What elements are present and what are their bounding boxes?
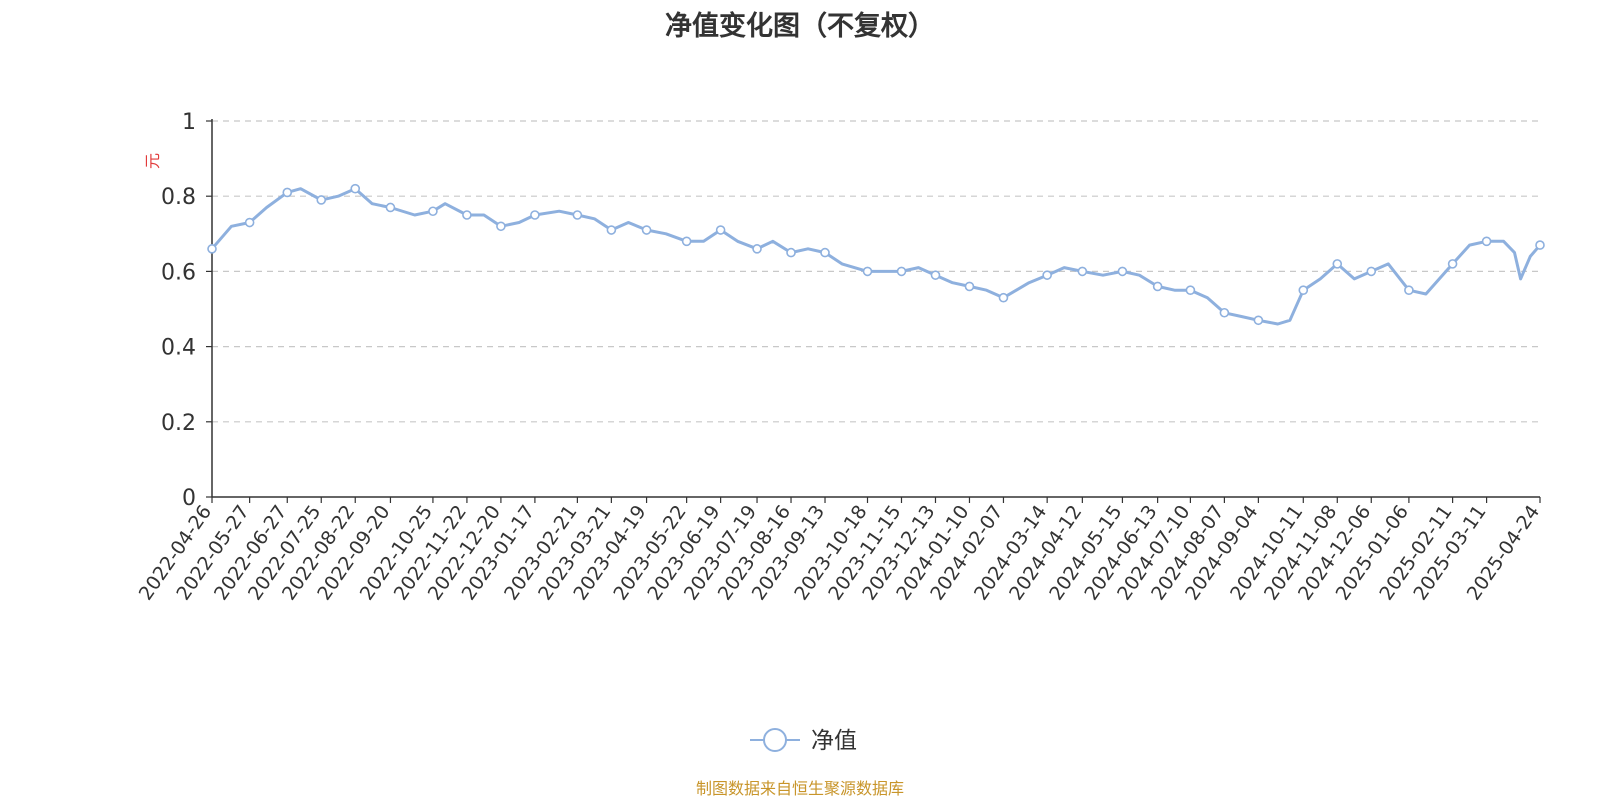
data-point[interactable]: [752, 244, 762, 254]
data-point[interactable]: [1185, 285, 1196, 296]
data-point[interactable]: [244, 217, 255, 228]
data-point[interactable]: [896, 266, 907, 277]
y-tick-label: 0.2: [161, 411, 196, 436]
data-point[interactable]: [1447, 259, 1458, 269]
data-point[interactable]: [1481, 236, 1492, 247]
y-tick-label: 0: [182, 486, 196, 511]
data-point[interactable]: [207, 244, 217, 254]
data-point[interactable]: [1535, 240, 1545, 250]
data-point[interactable]: [1253, 315, 1264, 326]
data-point[interactable]: [428, 206, 438, 217]
data-point[interactable]: [385, 202, 396, 213]
nav-series-line: [210, 187, 1542, 326]
data-point[interactable]: [1332, 259, 1343, 269]
data-point[interactable]: [715, 225, 726, 235]
y-tick-label: 1: [182, 110, 196, 135]
data-point[interactable]: [964, 281, 975, 292]
data-point[interactable]: [282, 187, 293, 198]
data-point[interactable]: [606, 225, 617, 235]
data-point[interactable]: [316, 195, 327, 205]
data-point[interactable]: [462, 210, 472, 220]
data-point[interactable]: [998, 292, 1009, 303]
data-point[interactable]: [1077, 266, 1088, 277]
legend-label[interactable]: 净值: [811, 728, 857, 754]
data-point[interactable]: [1042, 270, 1052, 280]
data-point[interactable]: [530, 210, 540, 220]
data-point[interactable]: [1117, 266, 1128, 277]
series-layer: [207, 183, 1545, 326]
data-point[interactable]: [786, 247, 796, 258]
data-point[interactable]: [1298, 285, 1309, 296]
y-tick-label: 0.8: [161, 185, 196, 210]
data-point[interactable]: [820, 247, 830, 258]
data-point[interactable]: [1366, 266, 1377, 277]
axes: 00.20.40.60.81元2022-04-262022-05-272022-…: [135, 110, 1544, 604]
legend-marker: [763, 728, 787, 752]
y-tick-label: 0.6: [161, 260, 196, 285]
data-point[interactable]: [641, 225, 652, 235]
data-point[interactable]: [350, 183, 361, 194]
y-tick-label: 0.4: [161, 336, 196, 361]
data-point[interactable]: [496, 221, 506, 232]
grid-lines: [212, 120, 1540, 423]
y-axis-unit-label: 元: [143, 153, 162, 169]
data-point[interactable]: [1152, 281, 1163, 292]
data-point[interactable]: [572, 210, 583, 220]
data-point[interactable]: [930, 270, 941, 280]
data-point[interactable]: [1404, 285, 1414, 296]
source-note: 制图数据来自恒生聚源数据库: [695, 779, 904, 798]
data-point[interactable]: [862, 266, 873, 277]
data-point[interactable]: [1219, 307, 1230, 318]
data-point[interactable]: [681, 236, 692, 247]
legend[interactable]: 净值: [750, 728, 857, 754]
chart-title: 净值变化图（不复权）: [665, 11, 935, 42]
